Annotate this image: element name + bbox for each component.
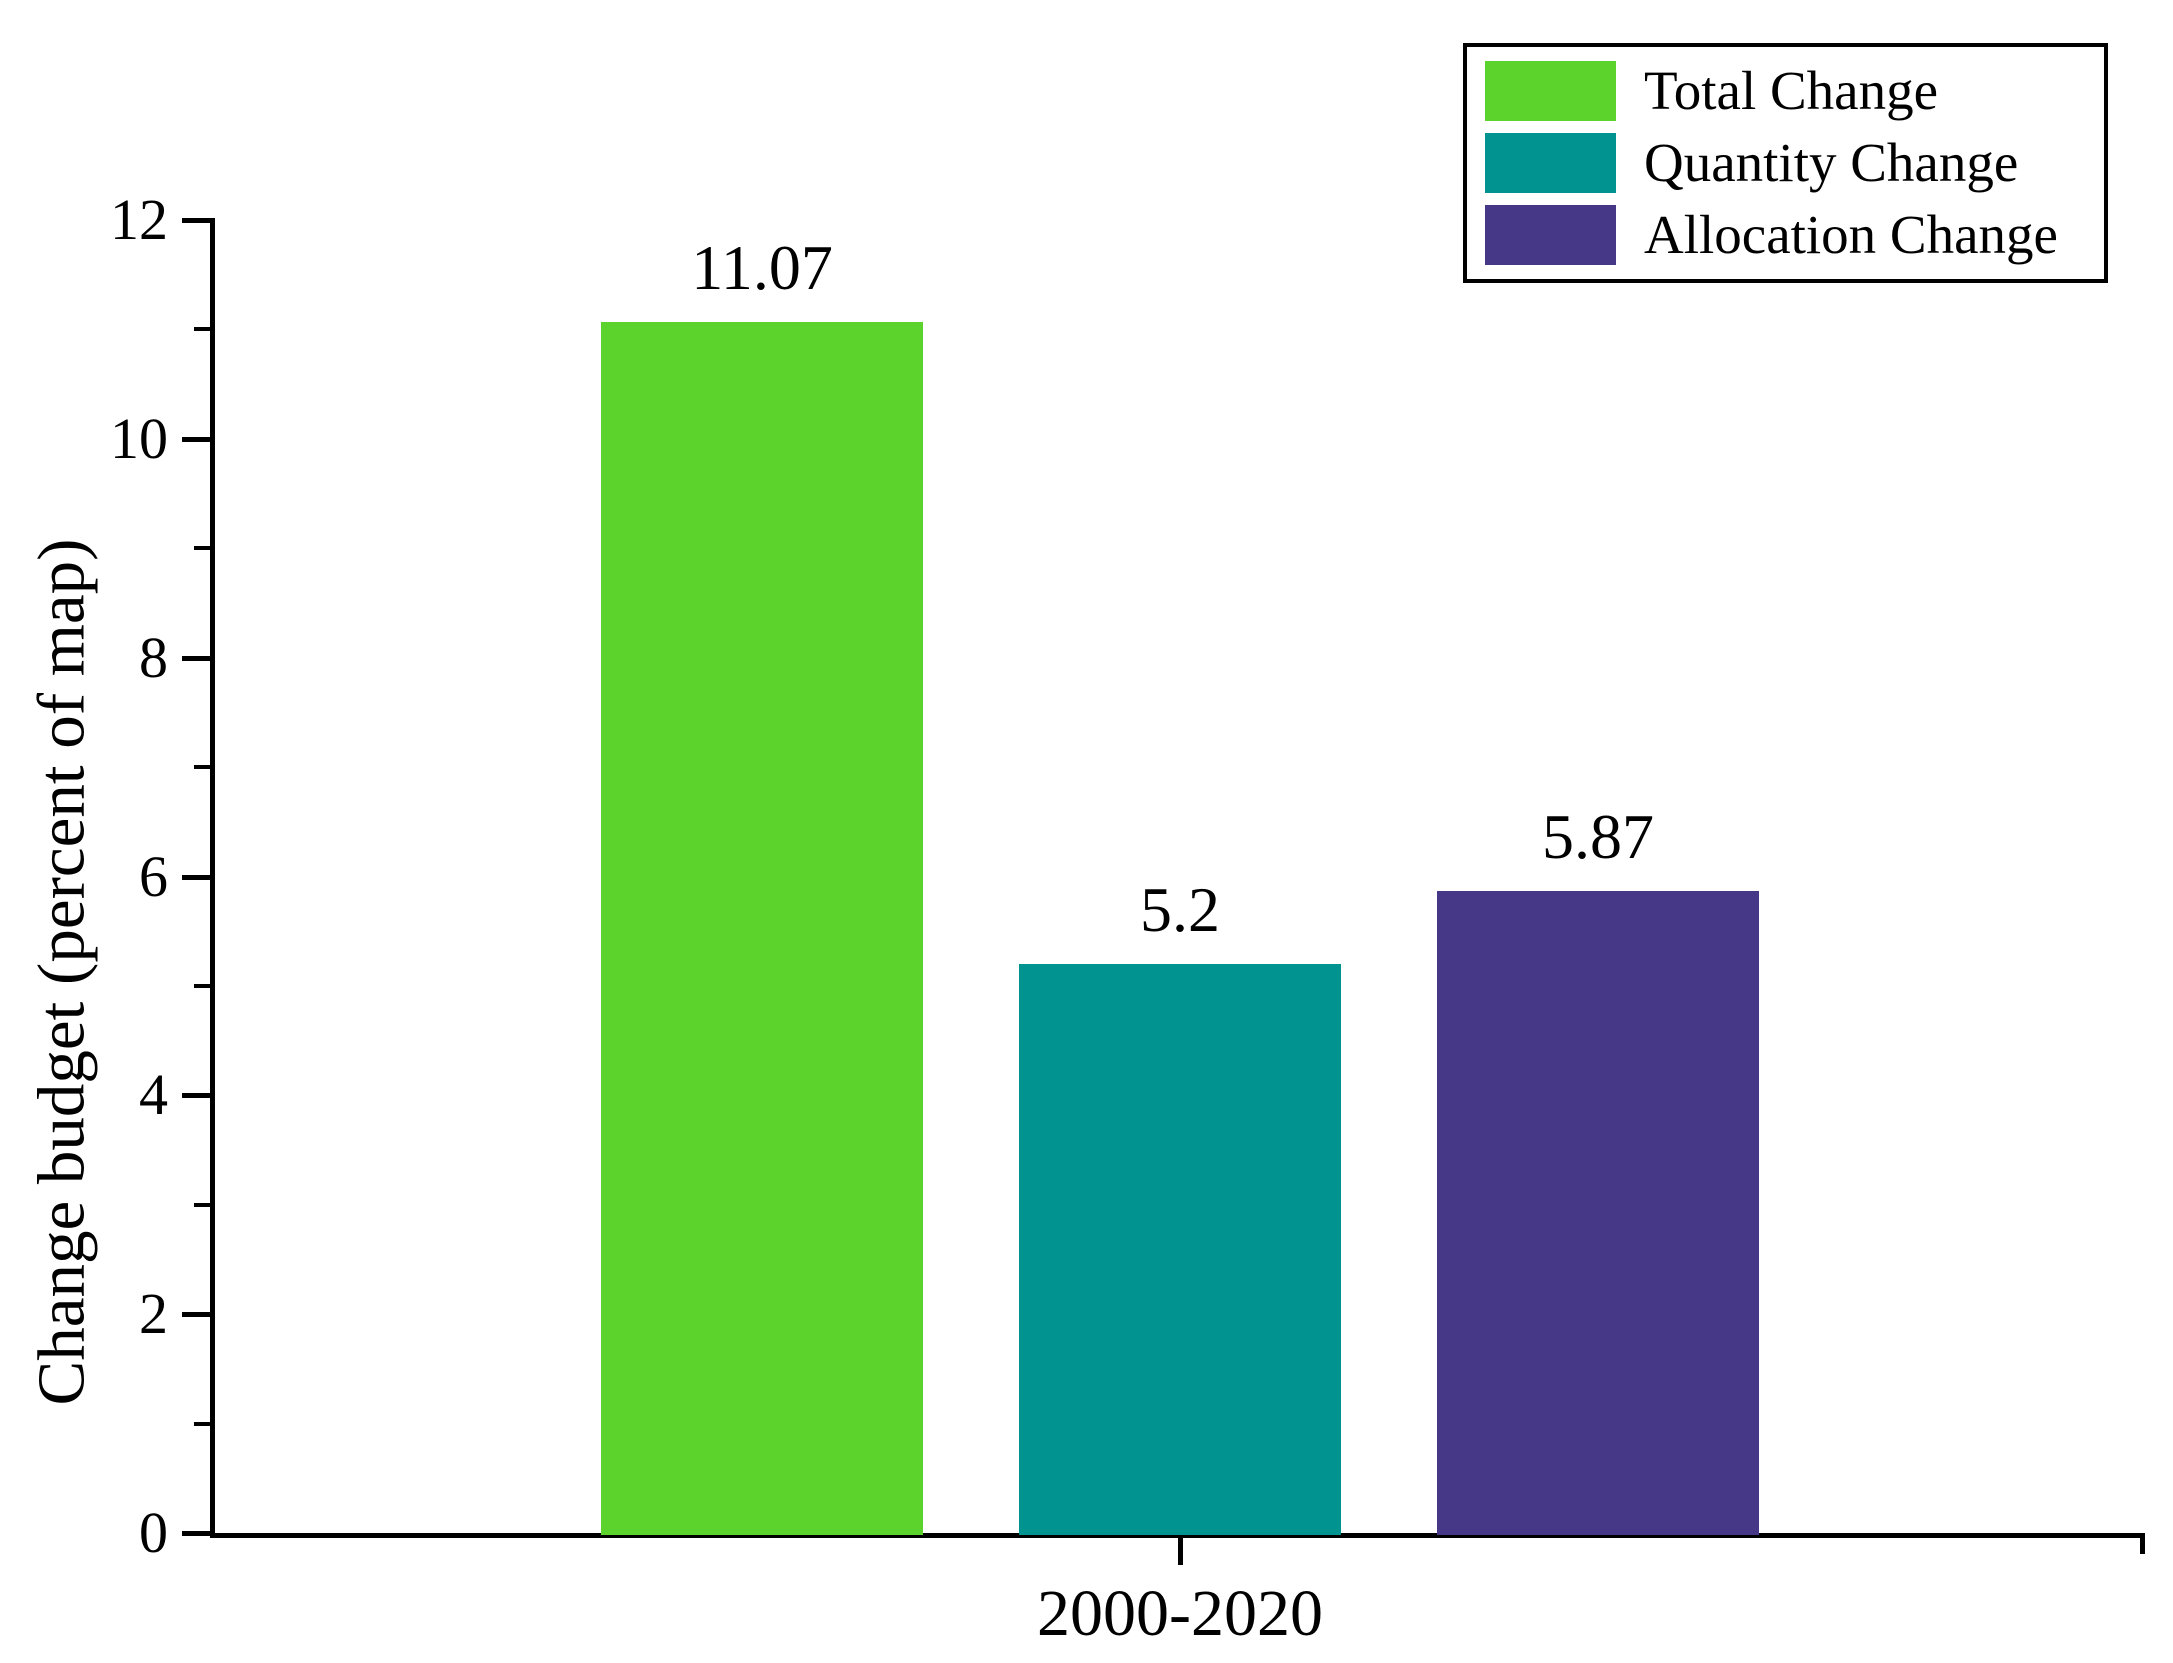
legend-row: Quantity Change [1485,132,2086,194]
y-major-tick [182,1312,210,1317]
y-tick-label: 6 [139,844,168,909]
y-major-tick [182,1093,210,1098]
legend-swatch-allocation-change [1485,205,1616,265]
legend-row: Total Change [1485,60,2086,122]
y-major-tick [182,437,210,442]
legend-swatch-quantity-change [1485,133,1616,193]
legend-label: Quantity Change [1644,132,2019,193]
y-tick-label: 12 [110,187,168,252]
bar-total-change [601,322,923,1535]
x-axis-major-tick [1178,1538,1183,1565]
y-minor-tick [194,765,210,769]
y-axis-line [210,218,215,1538]
y-minor-tick [194,546,210,550]
legend-label: Total Change [1644,60,1938,121]
y-tick-label: 10 [110,406,168,471]
bar-value-label: 5.2 [1140,874,1220,945]
bar-allocation-change [1437,891,1759,1535]
legend: Total Change Quantity Change Allocation Ch… [1463,43,2108,283]
bar-quantity-change [1019,964,1341,1535]
y-major-tick [182,1531,210,1536]
y-major-tick [182,218,210,223]
y-minor-tick [194,984,210,988]
x-category-label: 2000-2020 [1037,1577,1323,1650]
legend-label: Allocation Change [1644,204,2058,265]
y-minor-tick [194,1422,210,1426]
y-tick-label: 4 [139,1062,168,1127]
x-axis-line [210,1533,2145,1538]
y-minor-tick [194,1203,210,1207]
legend-swatch-total-change [1485,61,1616,121]
y-major-tick [182,875,210,880]
bar-value-label: 5.87 [1542,801,1654,872]
y-tick-label: 0 [139,1500,168,1565]
bar-value-label: 11.07 [691,232,833,303]
y-minor-tick [194,327,210,331]
x-axis-end-tick [2140,1538,2145,1554]
y-major-tick [182,656,210,661]
legend-row: Allocation Change [1485,204,2086,266]
y-tick-label: 8 [139,625,168,690]
y-tick-label: 2 [139,1281,168,1346]
